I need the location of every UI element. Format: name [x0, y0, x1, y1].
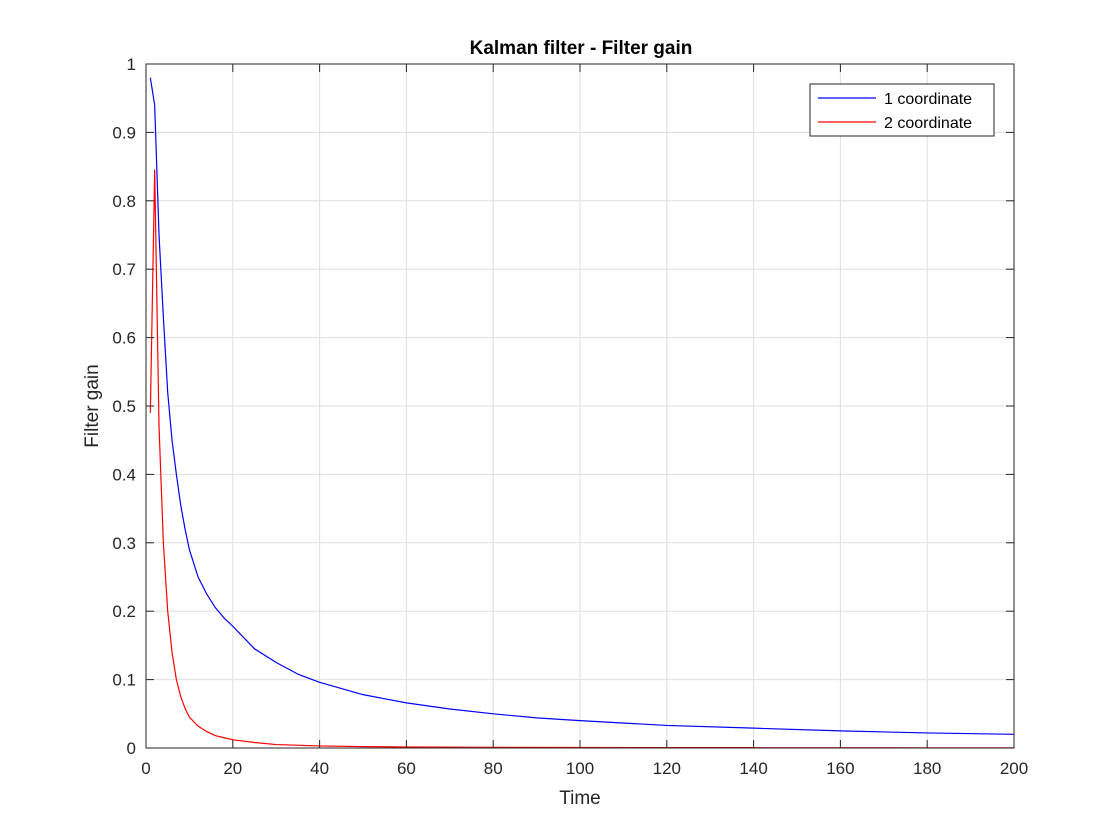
legend: 1 coordinate 2 coordinate: [809, 83, 995, 137]
y-tick-label: 0.8: [112, 192, 136, 211]
legend-box: [809, 83, 995, 137]
y-tick-label: 0.7: [112, 260, 136, 279]
y-tick-label: 0.5: [112, 397, 136, 416]
x-axis-label: Time: [559, 788, 601, 809]
y-tick-label: 0.1: [112, 671, 136, 690]
y-tick-label: 0.6: [112, 329, 136, 348]
y-tick-label: 0: [127, 739, 136, 758]
y-tick-label: 0.2: [112, 602, 136, 621]
y-axis-label: Filter gain: [82, 364, 103, 447]
x-tick-label: 160: [826, 759, 854, 778]
y-tick-label: 0.9: [112, 123, 136, 142]
y-tick-label: 0.4: [112, 465, 136, 484]
y-tick-label: 1: [127, 55, 136, 74]
x-tick-label: 120: [653, 759, 681, 778]
x-tick-label: 100: [566, 759, 594, 778]
chart-title: Kalman filter - Filter gain: [470, 38, 693, 59]
axis-ticks: [145, 63, 1015, 749]
x-tick-label: 140: [739, 759, 767, 778]
y-tick-label: 0.3: [112, 534, 136, 553]
x-tick-label: 200: [1000, 759, 1028, 778]
series-line-1: [149, 77, 1015, 735]
x-tick-label: 0: [141, 759, 150, 778]
tick-labels: 0 20 40 60 80 100 120 140 160 180 200 0 0.1 0.2 0.3 0.4…: [112, 55, 1028, 778]
legend-label-2: 2 coordinate: [884, 115, 972, 132]
legend-label-1: 1 coordinate: [884, 91, 972, 108]
x-tick-label: 40: [310, 759, 329, 778]
x-tick-label: 60: [397, 759, 416, 778]
x-tick-label: 80: [484, 759, 503, 778]
x-tick-label: 180: [913, 759, 941, 778]
x-tick-label: 20: [223, 759, 242, 778]
